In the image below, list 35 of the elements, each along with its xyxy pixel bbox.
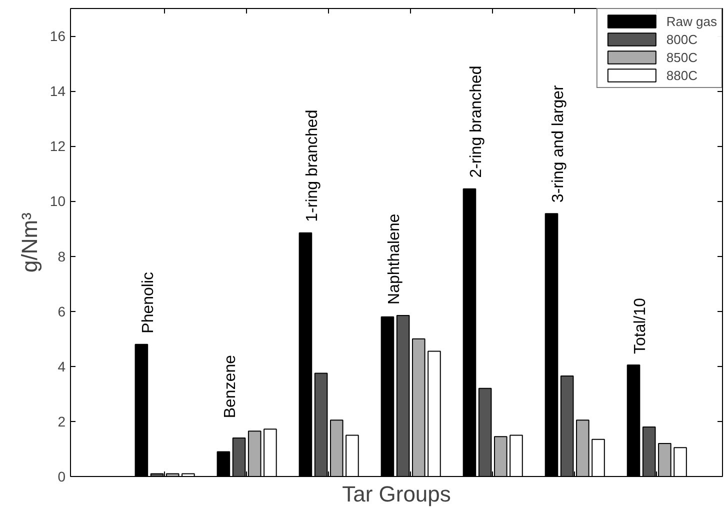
x-tick-label: 1-ring branched [304,110,321,222]
y-tick-label: 14 [50,83,66,100]
x-tick-label: Phenolic [140,272,157,334]
legend-label: 800C [666,32,698,46]
x-tick-label: Benzene [222,354,239,418]
y-tick-label: 12 [50,138,66,154]
y-tick-label: 10 [50,193,66,210]
bar [346,434,359,476]
bar [544,213,558,476]
y-tick-label: 0 [58,468,66,484]
bar [462,188,476,476]
y-tick-label: 16 [50,28,66,44]
bar [216,451,230,476]
bar [510,434,523,476]
bar [134,344,148,476]
y-tick-label: 8 [58,248,66,264]
bar [592,438,605,476]
bar [428,350,441,476]
bar [380,316,394,476]
bar [264,428,277,476]
legend-label: 850C [666,50,698,64]
x-axis-title: Tar Groups [342,482,451,506]
y-tick-label: 4 [58,358,66,374]
bar [626,364,640,476]
x-tick-label: 2-ring branched [468,66,485,178]
y-axis-title: g/Nm³ [16,212,42,272]
y-tick-label: 2 [58,413,66,430]
legend-label: 880C [666,68,698,82]
x-tick-label: 3-ring and larger [550,84,567,203]
bar [298,232,312,476]
y-tick-label: 6 [58,303,66,320]
x-tick-label: Total/10 [632,298,649,354]
legend-label: Raw gas [666,14,717,28]
bar [674,447,687,476]
x-tick-label: Naphthalene [386,214,403,304]
